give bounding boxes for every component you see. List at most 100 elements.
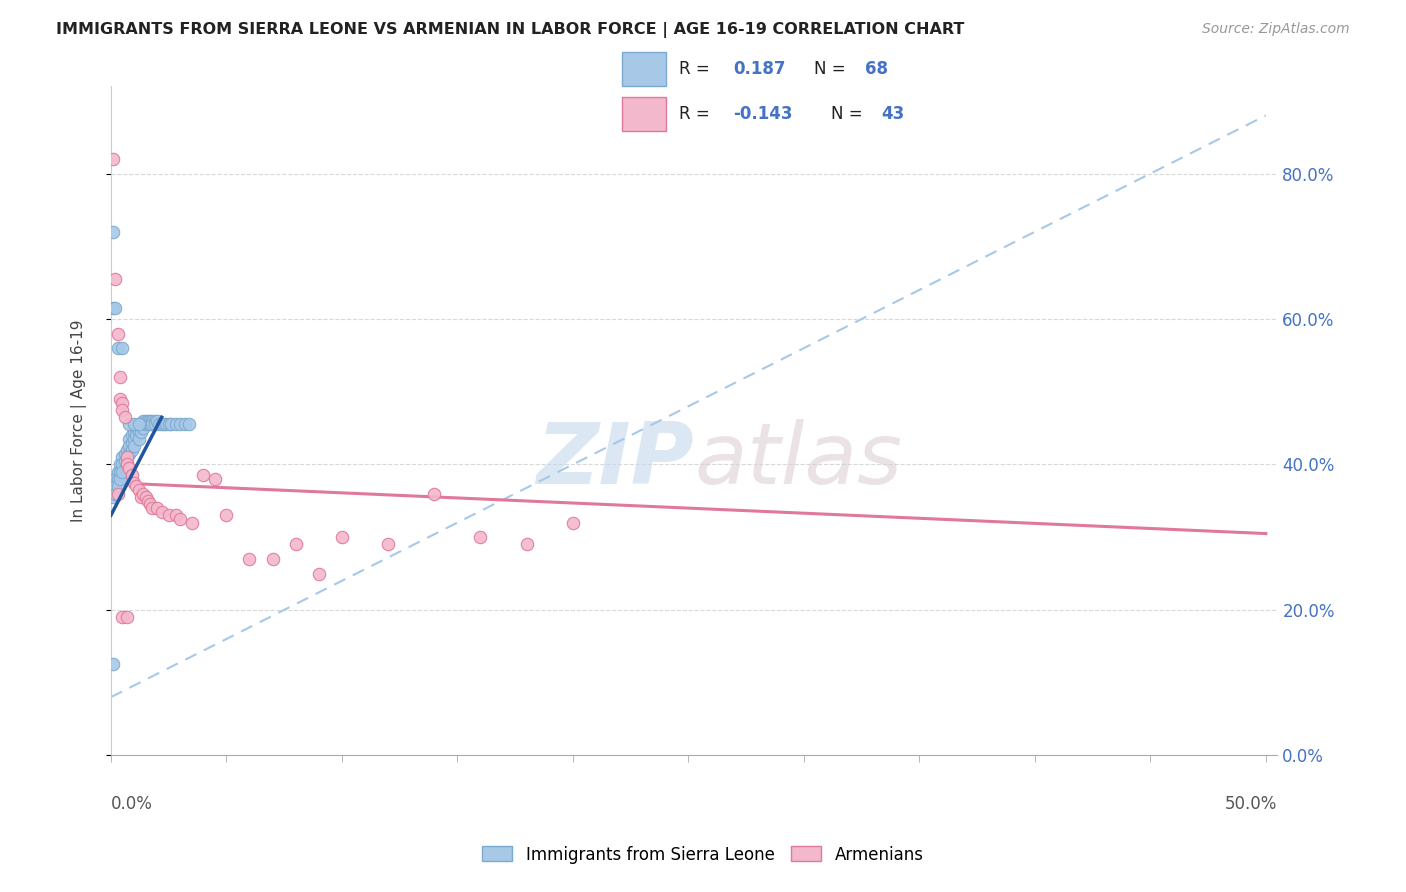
Point	[150, 505, 173, 519]
Point	[134, 490, 156, 504]
Point	[108, 458, 131, 472]
Point	[122, 475, 145, 490]
Point	[115, 458, 138, 472]
Point	[111, 403, 134, 417]
Text: IMMIGRANTS FROM SIERRA LEONE VS ARMENIAN IN LABOR FORCE | AGE 16-19 CORRELATION : IMMIGRANTS FROM SIERRA LEONE VS ARMENIAN…	[56, 22, 965, 38]
Point	[108, 392, 131, 406]
Text: 0.187: 0.187	[733, 60, 786, 78]
Point	[157, 417, 180, 432]
Point	[111, 458, 134, 472]
Point	[141, 501, 163, 516]
Point	[128, 425, 150, 439]
Point	[141, 417, 163, 432]
Text: Source: ZipAtlas.com: Source: ZipAtlas.com	[1202, 22, 1350, 37]
Point	[165, 508, 187, 523]
Point	[115, 450, 138, 465]
Point	[136, 414, 159, 428]
Y-axis label: In Labor Force | Age 16-19: In Labor Force | Age 16-19	[72, 319, 87, 522]
Point	[118, 439, 141, 453]
Point	[128, 417, 150, 432]
Point	[160, 417, 183, 432]
Point	[143, 417, 166, 432]
Point	[114, 446, 136, 460]
Point	[107, 326, 129, 341]
FancyBboxPatch shape	[621, 97, 665, 131]
Text: -0.143: -0.143	[733, 105, 793, 123]
Point	[101, 301, 124, 315]
Point	[121, 468, 143, 483]
Point	[107, 465, 129, 479]
Point	[128, 483, 150, 497]
Point	[284, 537, 307, 551]
Point	[125, 428, 148, 442]
Point	[157, 508, 180, 523]
Point	[107, 486, 129, 500]
Text: R =: R =	[679, 105, 716, 123]
Point	[114, 454, 136, 468]
Point	[139, 417, 162, 432]
Point	[111, 395, 134, 409]
Point	[470, 530, 492, 544]
Point	[118, 446, 141, 460]
Point	[423, 486, 446, 500]
Point	[129, 425, 152, 439]
Text: 43: 43	[882, 105, 905, 123]
Point	[104, 479, 127, 493]
Point	[193, 468, 215, 483]
Point	[104, 486, 127, 500]
Text: R =: R =	[679, 60, 716, 78]
Point	[143, 414, 166, 428]
Point	[139, 498, 162, 512]
Point	[139, 414, 162, 428]
Point	[122, 439, 145, 453]
Point	[308, 566, 330, 581]
Point	[115, 442, 138, 457]
Point	[115, 610, 138, 624]
Point	[101, 475, 124, 490]
Point	[136, 493, 159, 508]
Point	[155, 417, 177, 432]
Point	[111, 465, 134, 479]
Text: N =: N =	[831, 105, 868, 123]
Point	[118, 417, 141, 432]
Point	[134, 414, 156, 428]
Text: N =: N =	[814, 60, 851, 78]
Point	[104, 301, 127, 315]
Point	[108, 465, 131, 479]
Point	[330, 530, 353, 544]
Point	[129, 490, 152, 504]
Point	[141, 414, 163, 428]
Point	[122, 432, 145, 446]
Point	[150, 417, 173, 432]
Point	[148, 417, 170, 432]
Point	[132, 486, 155, 500]
Point	[134, 417, 156, 432]
Point	[136, 417, 159, 432]
Point	[125, 479, 148, 493]
Point	[101, 490, 124, 504]
Point	[377, 537, 399, 551]
Point	[169, 512, 191, 526]
Text: ZIP: ZIP	[537, 419, 695, 502]
Point	[179, 417, 201, 432]
Point	[204, 472, 226, 486]
Point	[122, 425, 145, 439]
Point	[180, 516, 202, 530]
Point	[262, 552, 284, 566]
Point	[238, 552, 260, 566]
Point	[128, 417, 150, 432]
Point	[114, 410, 136, 425]
Point	[173, 417, 195, 432]
Point	[111, 610, 134, 624]
Point	[121, 435, 143, 450]
Legend: Immigrants from Sierra Leone, Armenians: Immigrants from Sierra Leone, Armenians	[475, 839, 931, 871]
Text: 50.0%: 50.0%	[1225, 796, 1278, 814]
Text: atlas: atlas	[695, 419, 903, 502]
Point	[115, 450, 138, 465]
Point	[215, 508, 238, 523]
Point	[118, 461, 141, 475]
Point	[129, 417, 152, 432]
Point	[111, 450, 134, 465]
Point	[108, 370, 131, 384]
Point	[132, 421, 155, 435]
